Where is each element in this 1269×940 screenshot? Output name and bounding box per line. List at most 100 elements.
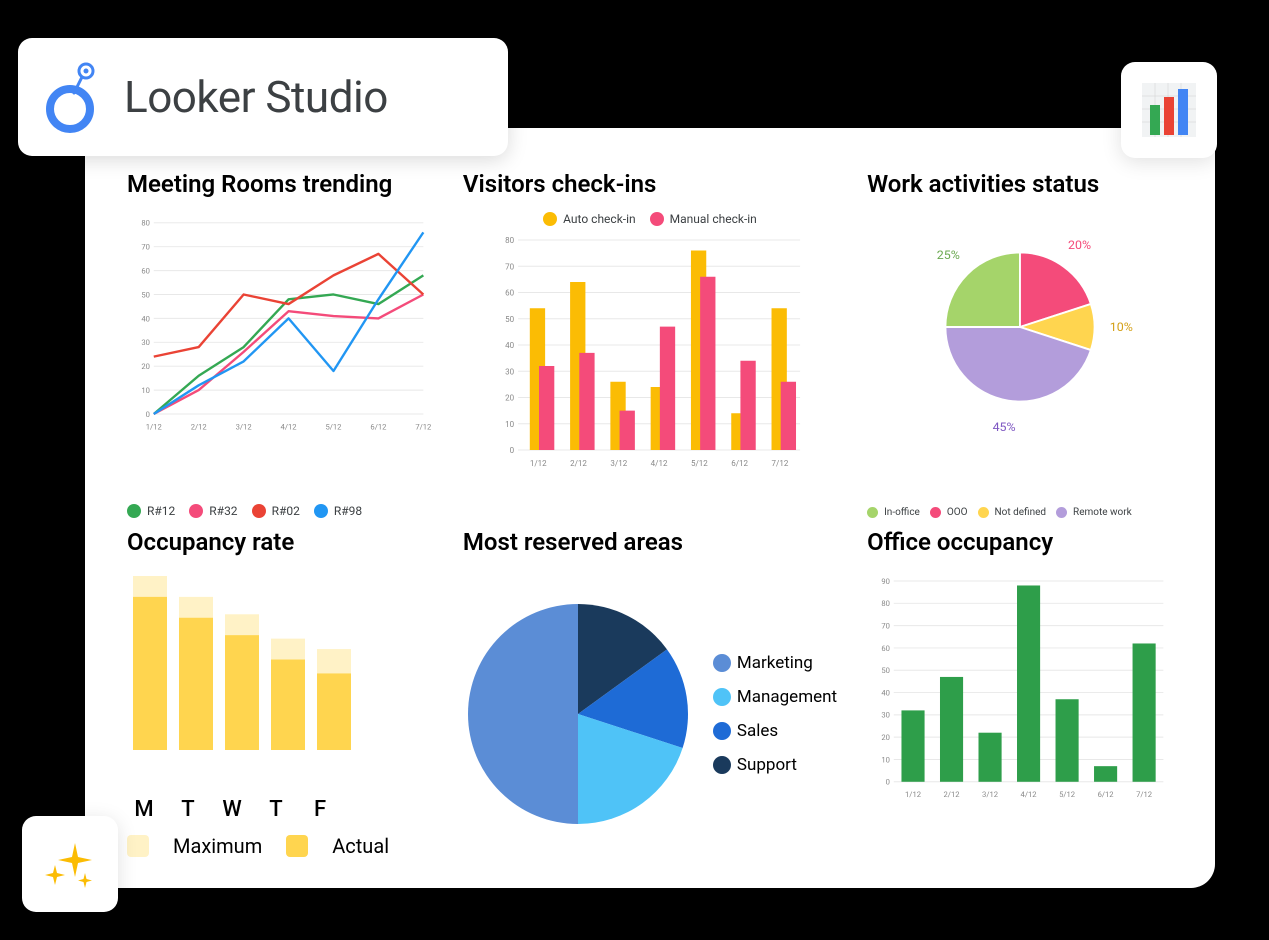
svg-text:80: 80 bbox=[505, 236, 514, 245]
tile-occupancy-rate: Occupancy rate MTWTF Maximum Actual bbox=[127, 528, 433, 859]
svg-text:1/12: 1/12 bbox=[146, 422, 162, 431]
svg-text:80: 80 bbox=[881, 599, 890, 608]
svg-text:6/12: 6/12 bbox=[370, 422, 386, 431]
svg-text:0: 0 bbox=[509, 446, 514, 455]
svg-text:25%: 25% bbox=[937, 248, 960, 263]
day-label: M bbox=[127, 797, 161, 822]
svg-text:3/12: 3/12 bbox=[982, 790, 998, 799]
legend-dot bbox=[189, 504, 203, 518]
legend-dot bbox=[930, 507, 941, 518]
legend-label: Support bbox=[737, 755, 797, 775]
svg-text:10: 10 bbox=[881, 755, 890, 764]
day-label: F bbox=[303, 797, 337, 822]
svg-text:10: 10 bbox=[505, 420, 514, 429]
legend-label: Manual check-in bbox=[670, 212, 757, 226]
legend-label: Remote work bbox=[1073, 507, 1132, 518]
brand-name: Looker Studio bbox=[124, 71, 388, 123]
svg-text:4/12: 4/12 bbox=[281, 422, 297, 431]
legend-label: Actual bbox=[332, 834, 389, 858]
svg-text:10: 10 bbox=[141, 386, 150, 395]
svg-text:7/12: 7/12 bbox=[415, 422, 431, 431]
legend-dot bbox=[713, 688, 731, 706]
legend-dot bbox=[543, 212, 557, 226]
svg-text:2/12: 2/12 bbox=[570, 459, 587, 468]
svg-text:20: 20 bbox=[141, 362, 150, 371]
legend-item: Sales bbox=[713, 721, 837, 741]
legend-dot bbox=[978, 507, 989, 518]
meeting-rooms-legend: R#12 R#32 R#02 R#98 bbox=[127, 504, 433, 518]
occupancy-days: MTWTF bbox=[127, 797, 433, 822]
legend-label: R#98 bbox=[334, 504, 362, 518]
legend-item: Remote work bbox=[1056, 507, 1132, 518]
legend-dot bbox=[867, 507, 878, 518]
svg-text:20: 20 bbox=[881, 733, 890, 742]
svg-text:40: 40 bbox=[505, 341, 514, 350]
svg-text:3/12: 3/12 bbox=[610, 459, 627, 468]
svg-text:70: 70 bbox=[505, 262, 514, 271]
legend-dot bbox=[127, 504, 141, 518]
legend-label: R#12 bbox=[147, 504, 175, 518]
tile-title: Work activities status bbox=[867, 170, 1173, 198]
tile-work-status: Work activities status 25% 20% 10% 45% In-o… bbox=[867, 170, 1173, 518]
svg-text:4/12: 4/12 bbox=[1021, 790, 1037, 799]
tile-meeting-rooms: Meeting Rooms trending 01020304050607080… bbox=[127, 170, 433, 518]
reserved-areas-legend: Marketing Management Sales Support bbox=[713, 653, 837, 775]
legend-item: OOO bbox=[930, 507, 968, 518]
day-label: T bbox=[171, 797, 205, 822]
legend-label: R#02 bbox=[272, 504, 300, 518]
svg-text:5/12: 5/12 bbox=[691, 459, 708, 468]
legend-item: Not defined bbox=[978, 507, 1047, 518]
chart-icon-card bbox=[1121, 62, 1217, 158]
svg-text:80: 80 bbox=[141, 219, 150, 228]
legend-item: R#02 bbox=[252, 504, 300, 518]
visitors-chart: 010203040506070801/122/123/124/125/126/1… bbox=[463, 234, 837, 518]
legend-label: Marketing bbox=[737, 653, 813, 673]
occupancy-legend: Maximum Actual bbox=[127, 834, 433, 858]
svg-text:50: 50 bbox=[881, 666, 890, 675]
legend-item: R#32 bbox=[189, 504, 237, 518]
svg-text:6/12: 6/12 bbox=[731, 459, 748, 468]
legend-dot bbox=[713, 756, 731, 774]
legend-label: Sales bbox=[737, 721, 778, 741]
svg-text:40: 40 bbox=[141, 314, 150, 323]
looker-studio-logo-icon bbox=[46, 61, 102, 133]
tile-title: Occupancy rate bbox=[127, 528, 433, 556]
legend-label: Maximum bbox=[173, 834, 262, 858]
dashboard-panel: Meeting Rooms trending 01020304050607080… bbox=[85, 128, 1215, 888]
legend-item: R#12 bbox=[127, 504, 175, 518]
svg-text:30: 30 bbox=[881, 710, 890, 719]
svg-text:1/12: 1/12 bbox=[530, 459, 547, 468]
sparkle-card bbox=[22, 816, 118, 912]
legend-dot bbox=[1056, 507, 1067, 518]
visitors-legend: Auto check-in Manual check-in bbox=[463, 212, 837, 226]
svg-text:7/12: 7/12 bbox=[771, 459, 788, 468]
day-label: T bbox=[259, 797, 293, 822]
tile-visitors: Visitors check-ins Auto check-inManual c… bbox=[463, 170, 837, 518]
legend-item: Management bbox=[713, 687, 837, 707]
svg-text:70: 70 bbox=[881, 621, 890, 630]
svg-text:5/12: 5/12 bbox=[1059, 790, 1075, 799]
svg-text:20%: 20% bbox=[1068, 238, 1091, 253]
legend-dot bbox=[252, 504, 266, 518]
legend-dot bbox=[650, 212, 664, 226]
tile-office-occupancy: Office occupancy 01020304050607080901/12… bbox=[867, 528, 1173, 859]
legend-label: Auto check-in bbox=[563, 212, 636, 226]
meeting-rooms-chart: 010203040506070801/122/123/124/125/126/1… bbox=[127, 212, 433, 496]
sparkle-icon bbox=[41, 835, 99, 893]
svg-text:20: 20 bbox=[505, 394, 514, 403]
svg-text:7/12: 7/12 bbox=[1136, 790, 1152, 799]
occupancy-rate-chart bbox=[127, 570, 433, 794]
tile-title: Office occupancy bbox=[867, 528, 1173, 556]
svg-text:10%: 10% bbox=[1110, 320, 1133, 335]
legend-label: Not defined bbox=[995, 507, 1047, 518]
legend-label: In-office bbox=[884, 507, 920, 518]
legend-item: Auto check-in bbox=[543, 212, 636, 226]
svg-text:30: 30 bbox=[141, 338, 150, 347]
legend-item: Manual check-in bbox=[650, 212, 757, 226]
svg-text:60: 60 bbox=[505, 289, 514, 298]
svg-text:0: 0 bbox=[886, 777, 890, 786]
office-occupancy-chart: 01020304050607080901/122/123/124/125/126… bbox=[867, 570, 1173, 859]
legend-dot bbox=[713, 654, 731, 672]
svg-text:45%: 45% bbox=[993, 420, 1016, 435]
svg-text:50: 50 bbox=[505, 315, 514, 324]
